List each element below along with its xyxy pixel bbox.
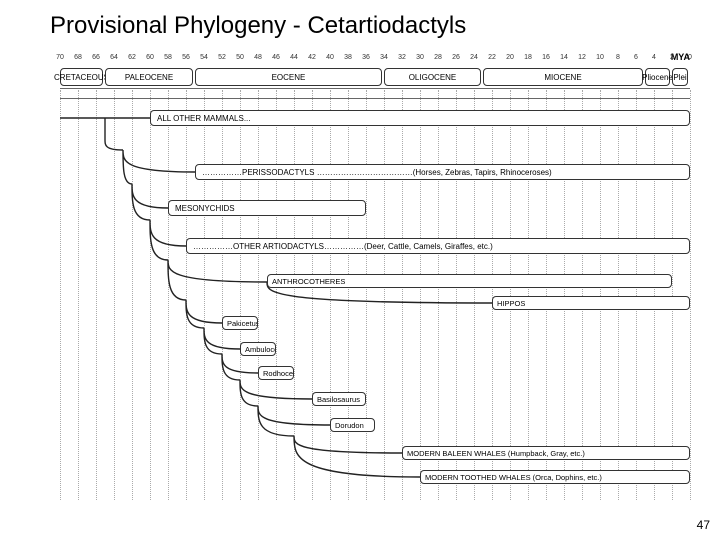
tick-label: 40 bbox=[326, 54, 334, 61]
tick-label: 24 bbox=[470, 54, 478, 61]
taxon-all-mammals: ALL OTHER MAMMALS... bbox=[150, 110, 690, 126]
tick-label: 28 bbox=[434, 54, 442, 61]
tick-label: 62 bbox=[128, 54, 136, 61]
tick-label: 20 bbox=[506, 54, 514, 61]
epoch-cretaceous: CRETACEOUS bbox=[60, 68, 103, 86]
taxon-dorudon: Dorudon bbox=[330, 418, 375, 432]
epoch-pliocene: Pliocene bbox=[645, 68, 670, 86]
timescale-numbers: 7068666462605856545250484644424038363432… bbox=[60, 54, 690, 64]
tick-label: 50 bbox=[236, 54, 244, 61]
tick-label: 8 bbox=[616, 54, 620, 61]
tick-label: 64 bbox=[110, 54, 118, 61]
taxon-basilosaurus: Basilosaurus bbox=[312, 392, 366, 406]
tick-label: 56 bbox=[182, 54, 190, 61]
tick-label: 26 bbox=[452, 54, 460, 61]
epoch-eocene: EOCENE bbox=[195, 68, 382, 86]
tick-label: 60 bbox=[146, 54, 154, 61]
epoch-oligocene: OLIGOCENE bbox=[384, 68, 481, 86]
taxon-ambulocetus: Ambulocetus bbox=[240, 342, 276, 356]
tick-label: 10 bbox=[596, 54, 604, 61]
tick-label: 12 bbox=[578, 54, 586, 61]
tick-label: 66 bbox=[92, 54, 100, 61]
tick-label: 44 bbox=[290, 54, 298, 61]
tick-label: 6 bbox=[634, 54, 638, 61]
tick-label: 46 bbox=[272, 54, 280, 61]
tick-label: 30 bbox=[416, 54, 424, 61]
taxon-perissodactyls: ……………PERISSODACTYLS ………………………………(Horses,… bbox=[195, 164, 690, 180]
epoch-paleocene: PALEOCENE bbox=[105, 68, 193, 86]
tick-label: 2 bbox=[670, 54, 674, 61]
tick-label: 68 bbox=[74, 54, 82, 61]
tick-label: 38 bbox=[344, 54, 352, 61]
taxon-pakicetus: Pakicetus bbox=[222, 316, 258, 330]
tick-label: 32 bbox=[398, 54, 406, 61]
page-title: Provisional Phylogeny - Cetartiodactyls bbox=[0, 0, 720, 48]
tick-label: 48 bbox=[254, 54, 262, 61]
tick-label: 58 bbox=[164, 54, 172, 61]
horizontal-rule bbox=[60, 88, 690, 89]
tick-label: 14 bbox=[560, 54, 568, 61]
tick-label: 70 bbox=[56, 54, 64, 61]
taxon-rodhocetus: Rodhocetus bbox=[258, 366, 294, 380]
taxon-toothed: MODERN TOOTHED WHALES (Orca, Dophins, et… bbox=[420, 470, 690, 484]
epoch-miocene: MIOCENE bbox=[483, 68, 643, 86]
tick-label: 52 bbox=[218, 54, 226, 61]
tick-label: 16 bbox=[542, 54, 550, 61]
tick-label: 36 bbox=[362, 54, 370, 61]
page-number: 47 bbox=[697, 518, 710, 532]
horizontal-rule bbox=[60, 98, 690, 99]
taxon-mesonychids: MESONYCHIDS bbox=[168, 200, 366, 216]
tick-label: 54 bbox=[200, 54, 208, 61]
taxon-anthrocotheres: ANTHROCOTHERES bbox=[267, 274, 672, 288]
taxon-hippos: HIPPOS bbox=[492, 296, 690, 310]
tick-label: 4 bbox=[652, 54, 656, 61]
taxon-baleen: MODERN BALEEN WHALES (Humpback, Gray, et… bbox=[402, 446, 690, 460]
taxon-artiodactyls: ……………OTHER ARTIODACTYLS……………(Deer, Cattl… bbox=[186, 238, 690, 254]
epoch-plei: Plei bbox=[672, 68, 688, 86]
tick-label: 22 bbox=[488, 54, 496, 61]
tick-label: 34 bbox=[380, 54, 388, 61]
phylogeny-chart: MYA 706866646260585654525048464442403836… bbox=[60, 60, 690, 500]
tick-label: 42 bbox=[308, 54, 316, 61]
tick-label: 0 bbox=[688, 54, 692, 61]
tick-label: 18 bbox=[524, 54, 532, 61]
epoch-row: CRETACEOUSPALEOCENEEOCENEOLIGOCENEMIOCEN… bbox=[60, 68, 690, 86]
tree-lines bbox=[60, 90, 690, 500]
